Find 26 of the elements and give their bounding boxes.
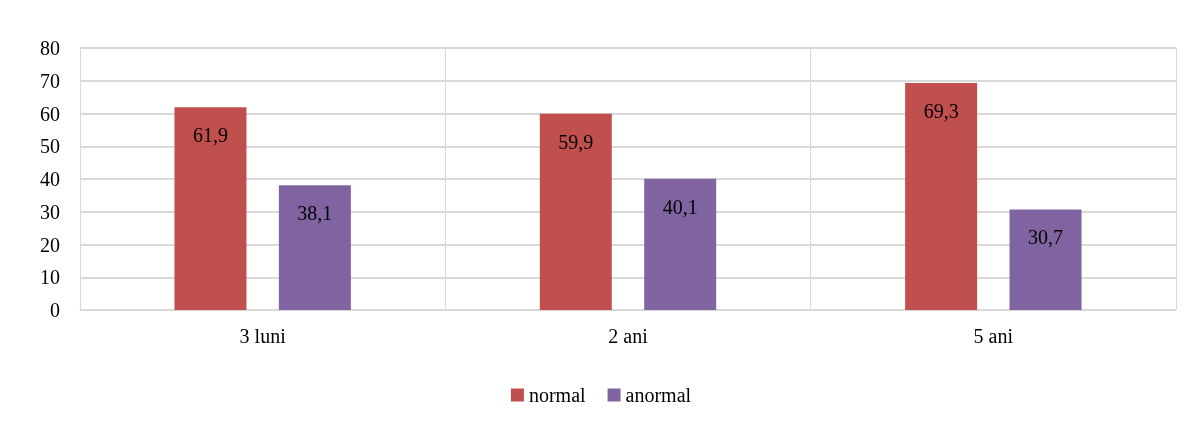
data-label: 61,9 [192,124,228,147]
y-tick-label: 30 [40,200,60,223]
bar [278,185,351,310]
y-tick-label: 40 [40,168,60,190]
y-tick-label: 80 [40,37,60,59]
bar [539,113,612,310]
data-label: 30,7 [1028,226,1064,249]
y-tick-label: 60 [40,102,60,125]
data-label: 59,9 [558,130,594,153]
bar [174,107,247,310]
bar [905,83,978,310]
y-tick-label: 20 [40,233,60,256]
legend-label: normal [528,384,586,406]
x-tick-label: 2 ani [608,325,649,347]
y-tick-label: 50 [40,135,60,158]
bar [644,178,717,310]
y-tick-label: 0 [50,299,60,321]
y-tick-label: 10 [40,266,60,289]
bar [1009,209,1082,310]
data-label: 38,1 [297,202,333,225]
x-tick-label: 5 ani [973,325,1014,347]
legend-label: anormal [625,384,692,406]
data-label: 40,1 [662,195,698,218]
x-tick-label: 3 luni [239,325,287,347]
data-label: 69,3 [923,100,959,123]
y-tick-label: 70 [40,69,60,92]
